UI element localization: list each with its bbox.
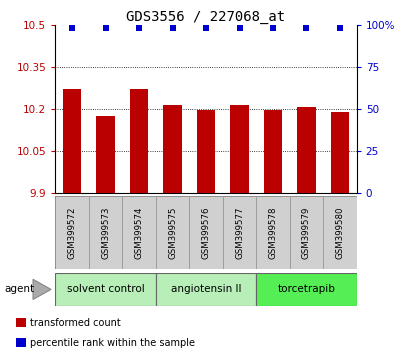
Point (102, 25, 109, 31)
Bar (122, 196, 155, 269)
Bar (330, 112, 348, 193)
Bar (230, 105, 248, 193)
Bar (16, 338, 26, 347)
Text: GSM399572: GSM399572 (67, 206, 76, 259)
Point (269, 25, 276, 31)
Bar (155, 196, 189, 269)
Text: solvent control: solvent control (67, 284, 144, 295)
Text: GSM399579: GSM399579 (301, 207, 310, 259)
Bar (89, 196, 122, 269)
Text: GSM399580: GSM399580 (335, 206, 344, 259)
Text: percentile rank within the sample: percentile rank within the sample (30, 338, 194, 348)
Bar (130, 89, 148, 193)
Bar (189, 196, 222, 269)
Title: GDS3556 / 227068_at: GDS3556 / 227068_at (126, 10, 285, 24)
Point (336, 25, 342, 31)
Point (169, 25, 175, 31)
Bar (297, 108, 315, 193)
Text: angiotensin II: angiotensin II (171, 284, 240, 295)
Bar (163, 105, 181, 193)
Bar (289, 196, 322, 269)
Text: GSM399575: GSM399575 (168, 206, 177, 259)
Point (236, 25, 242, 31)
Bar (55, 273, 155, 306)
Text: transformed count: transformed count (30, 318, 120, 328)
Bar (322, 196, 356, 269)
Bar (196, 110, 215, 193)
Bar (256, 273, 356, 306)
Bar (155, 273, 256, 306)
Point (69, 25, 75, 31)
Text: GSM399578: GSM399578 (268, 206, 277, 259)
Point (135, 25, 142, 31)
Point (302, 25, 309, 31)
Bar (55, 196, 89, 269)
Polygon shape (33, 279, 51, 299)
Text: GSM399576: GSM399576 (201, 206, 210, 259)
Text: agent: agent (4, 284, 34, 295)
Text: GSM399577: GSM399577 (234, 206, 243, 259)
Bar (222, 196, 256, 269)
Bar (256, 196, 289, 269)
Text: GSM399574: GSM399574 (134, 206, 143, 259)
Bar (96, 116, 115, 193)
Bar (63, 89, 81, 193)
Bar (263, 110, 281, 193)
Text: torcetrapib: torcetrapib (277, 284, 335, 295)
Point (202, 25, 209, 31)
Text: GSM399573: GSM399573 (101, 206, 110, 259)
Bar (16, 319, 26, 327)
